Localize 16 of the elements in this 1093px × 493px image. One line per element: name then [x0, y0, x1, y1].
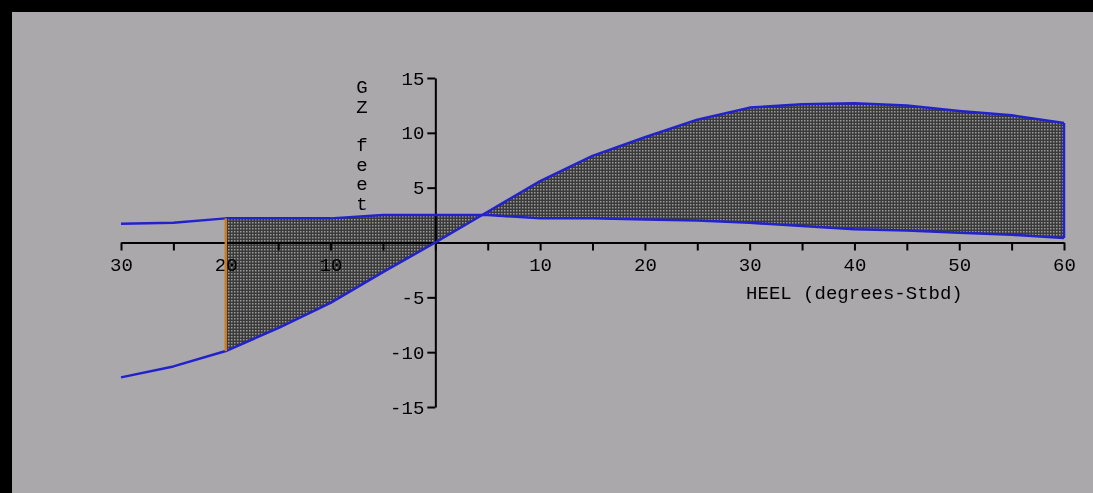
x-tick-label: 50 [948, 254, 972, 277]
x-tick-label: 30 [738, 254, 762, 277]
x-tick-label: 30 [110, 254, 133, 277]
x-tick-label: 20 [633, 254, 657, 277]
y-tick-label: 5 [412, 178, 425, 201]
y-tick-label: -5 [401, 287, 425, 310]
y-tick-label: 10 [401, 123, 425, 146]
y-tick-label: -15 [390, 397, 425, 420]
y-tick-label: 15 [401, 68, 425, 91]
y-axis-title: GZ feet [356, 77, 368, 216]
x-tick-label: 10 [529, 254, 553, 277]
x-tick-label: 60 [1053, 254, 1076, 277]
x-tick-label: 10 [319, 254, 343, 277]
y-tick-label: -10 [390, 342, 425, 365]
x-tick-label: 40 [843, 254, 867, 277]
x-axis-title: HEEL (degrees-Stbd) [746, 282, 963, 305]
